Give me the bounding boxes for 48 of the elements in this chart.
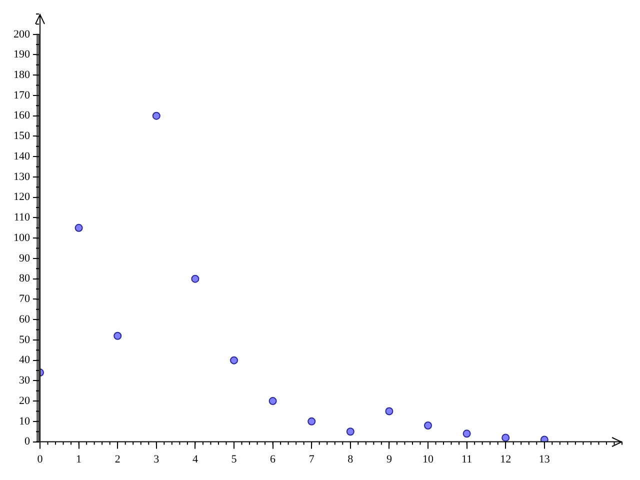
x-tick-label: 0 (37, 453, 44, 466)
y-tick-label: 170 (14, 89, 30, 102)
y-tick-label: 200 (14, 28, 30, 40)
x-tick-label: 7 (308, 453, 315, 466)
x-tick-label: 9 (386, 453, 392, 466)
x-tick-label: 6 (270, 453, 276, 466)
y-tick-label: 10 (19, 415, 30, 428)
x-tick-label: 1 (76, 453, 82, 466)
y-tick-label: 190 (14, 48, 30, 61)
y-tick-label: 120 (14, 191, 30, 204)
point (540, 436, 548, 442)
point (152, 112, 160, 120)
point (191, 274, 200, 283)
y-tick-label: 130 (14, 170, 30, 183)
y-tick-label: 40 (19, 354, 30, 366)
x-tick-label: 2 (114, 453, 120, 466)
x-tick-label: 5 (231, 453, 238, 466)
y-tick-label: 140 (14, 150, 30, 162)
x-tick-label: 10 (422, 453, 434, 466)
x-tick-label: 8 (348, 453, 354, 466)
x-tick-label: 13 (538, 453, 550, 466)
point (502, 434, 510, 442)
y-tick-label: 160 (14, 110, 30, 122)
x-tick-label: 4 (192, 453, 198, 466)
x-tick-label: 3 (154, 453, 160, 466)
point (74, 224, 83, 232)
y-tick-label: 180 (14, 69, 30, 82)
point (230, 356, 238, 364)
y-tick-label: 30 (19, 374, 30, 387)
point (462, 430, 471, 438)
point (114, 332, 122, 340)
point (268, 397, 277, 406)
point (346, 428, 354, 436)
y-tick-label: 70 (19, 293, 30, 306)
y-tick-label: 60 (19, 313, 30, 326)
y-tick-label: 90 (19, 252, 30, 264)
point (308, 417, 316, 426)
point (424, 422, 432, 430)
y-tick-label: 80 (19, 272, 30, 285)
point (385, 407, 394, 416)
y-tick-label: 110 (14, 212, 30, 224)
y-tick-label: 50 (19, 334, 30, 346)
x-tick-label: 12 (500, 453, 512, 466)
y-tick-label: 100 (14, 232, 30, 244)
y-tick-label: 0 (24, 436, 30, 448)
y-tick-label: 20 (19, 394, 30, 407)
y-tick-label: 150 (14, 130, 30, 142)
x-tick-label: 11 (462, 453, 472, 466)
